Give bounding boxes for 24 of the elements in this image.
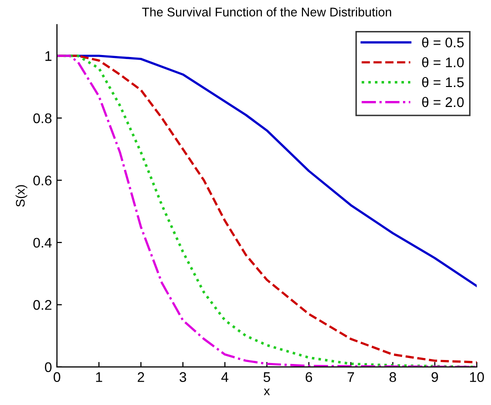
y-tick-label: 0.2 [33,300,52,310]
x-tick-label: 9 [432,372,438,382]
y-tick-label: 1 [45,51,52,61]
x-tick-label: 2 [138,372,144,382]
legend-label: θ = 2.0 [422,96,464,108]
y-tick-label: 0 [44,362,52,372]
x-tick-label: 1 [96,372,102,382]
x-tick-label: 4 [221,372,228,382]
legend-label: θ = 0.5 [422,37,464,48]
x-tick-label: 10 [470,372,484,382]
chart-title: The Survival Function of the New Distribution [142,7,392,16]
y-axis-title: S(x) [16,185,28,207]
y-tick-label: 0.4 [33,238,52,248]
x-tick-label: 7 [348,372,354,382]
x-axis-title: x [264,388,270,396]
legend-label: θ = 1.0 [422,57,464,68]
x-tick-label: 8 [390,372,396,382]
x-tick-label: 3 [180,372,186,382]
y-tick-label: 0.6 [33,176,52,186]
legend-label: θ = 1.5 [422,76,464,88]
x-tick-label: 5 [264,372,270,382]
y-tick-label: 0.8 [33,113,52,124]
x-tick-label: 6 [306,372,312,382]
x-tick-label: 0 [54,372,60,382]
